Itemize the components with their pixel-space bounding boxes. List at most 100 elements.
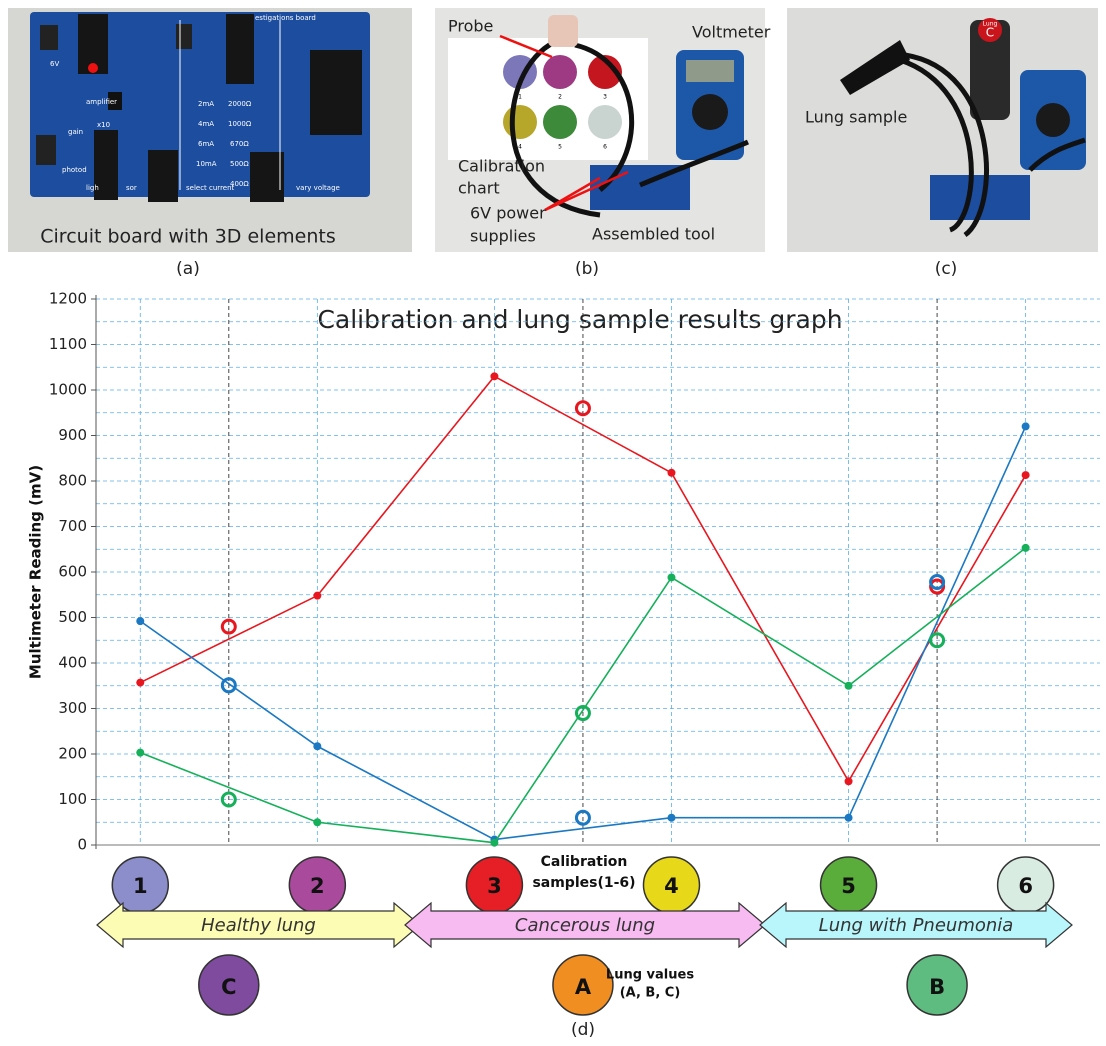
swatch-number: 2 bbox=[558, 94, 562, 101]
voltmeter-screen bbox=[686, 60, 734, 82]
board-label: ligh bbox=[86, 184, 99, 192]
voltmeter-dial bbox=[692, 94, 728, 130]
region-label: Lung with Pneumonia bbox=[819, 915, 1014, 936]
sample-number: 3 bbox=[487, 874, 502, 898]
board-label: 10mA bbox=[196, 160, 217, 168]
lung-letter: A bbox=[575, 975, 592, 999]
label: Probe bbox=[448, 17, 493, 36]
board-label: 6V bbox=[50, 60, 59, 68]
data-point bbox=[136, 617, 144, 625]
data-point bbox=[1022, 471, 1030, 479]
data-point bbox=[1022, 544, 1030, 552]
label: Lung sample bbox=[805, 108, 907, 127]
data-point bbox=[1022, 422, 1030, 430]
data-point bbox=[136, 749, 144, 757]
y-tick-label: 500 bbox=[58, 608, 87, 626]
panel-caption: (a) bbox=[176, 259, 200, 279]
component bbox=[226, 14, 254, 84]
swatch bbox=[503, 105, 537, 139]
data-point bbox=[313, 818, 321, 826]
panel-caption: (c) bbox=[935, 259, 958, 279]
y-axis-label: Multimeter Reading (mV) bbox=[27, 465, 45, 679]
board-label: photod bbox=[62, 166, 87, 174]
board-label: x10 bbox=[97, 121, 110, 129]
sample-number: 1 bbox=[133, 874, 148, 898]
led bbox=[88, 63, 98, 73]
lung-values-label: (A, B, C) bbox=[620, 986, 681, 1001]
figure: estigations board 6V amplifier gain x10 … bbox=[0, 0, 1106, 1046]
board-label: amplifier bbox=[86, 98, 117, 106]
label: 6V power bbox=[470, 204, 546, 223]
label: Voltmeter bbox=[692, 23, 771, 42]
label: supplies bbox=[470, 227, 536, 246]
y-tick-label: 1200 bbox=[49, 290, 87, 308]
swatch-number: 1 bbox=[518, 94, 522, 101]
component bbox=[310, 50, 362, 135]
sample-number: 2 bbox=[310, 874, 325, 898]
y-tick-label: 600 bbox=[58, 563, 87, 581]
component bbox=[36, 135, 56, 165]
swatch-number: 5 bbox=[558, 144, 562, 151]
board-label: 500Ω bbox=[230, 160, 249, 168]
board-label: 6mA bbox=[198, 140, 214, 148]
board-label: 1000Ω bbox=[228, 120, 252, 128]
y-tick-label: 400 bbox=[58, 654, 87, 672]
y-tick-label: 0 bbox=[77, 836, 87, 854]
lung-values-label: Lung values bbox=[606, 968, 694, 983]
swatch-number: 4 bbox=[518, 144, 522, 151]
board-label: select current bbox=[186, 184, 235, 192]
data-point bbox=[845, 814, 853, 822]
component bbox=[250, 152, 284, 202]
photo-title: Circuit board with 3D elements bbox=[40, 226, 335, 248]
region-label: Cancerous lung bbox=[515, 915, 655, 936]
calibration-label: Calibration bbox=[541, 854, 628, 870]
panel-caption: (d) bbox=[571, 1020, 595, 1040]
data-point bbox=[845, 777, 853, 785]
sample-number: 5 bbox=[841, 874, 856, 898]
data-point bbox=[490, 839, 498, 847]
y-tick-label: 300 bbox=[58, 699, 87, 717]
lung-letter: C bbox=[221, 975, 236, 999]
swatch bbox=[543, 105, 577, 139]
component bbox=[40, 25, 58, 50]
component bbox=[148, 150, 178, 202]
data-point bbox=[845, 682, 853, 690]
label: chart bbox=[458, 179, 500, 198]
data-point bbox=[667, 469, 675, 477]
y-tick-label: 800 bbox=[58, 472, 87, 490]
board-label: 2000Ω bbox=[228, 100, 252, 108]
swatch bbox=[588, 105, 622, 139]
board-label: 670Ω bbox=[230, 140, 249, 148]
y-tick-label: 1100 bbox=[49, 335, 87, 353]
board-label: estigations board bbox=[255, 14, 316, 22]
tube-letter: C bbox=[986, 26, 994, 40]
data-point bbox=[667, 814, 675, 822]
board-label: gain bbox=[68, 128, 83, 136]
data-point bbox=[313, 592, 321, 600]
sample-number: 4 bbox=[664, 874, 679, 898]
label: Assembled tool bbox=[592, 225, 715, 244]
y-tick-label: 900 bbox=[58, 426, 87, 444]
sample-number: 6 bbox=[1018, 874, 1033, 898]
panel-caption: (b) bbox=[575, 259, 599, 279]
lung-letter: B bbox=[929, 975, 945, 999]
board-label: vary voltage bbox=[296, 184, 340, 192]
y-tick-label: 200 bbox=[58, 745, 87, 763]
component bbox=[176, 24, 192, 49]
y-tick-label: 1000 bbox=[49, 381, 87, 399]
voltmeter-dial bbox=[1036, 103, 1070, 137]
chart-title: Calibration and lung sample results grap… bbox=[317, 305, 842, 334]
data-point bbox=[313, 742, 321, 750]
data-point bbox=[667, 573, 675, 581]
data-point bbox=[490, 372, 498, 380]
swatch-number: 3 bbox=[603, 94, 607, 101]
board-label: sor bbox=[126, 184, 137, 192]
data-point bbox=[136, 679, 144, 687]
y-tick-label: 700 bbox=[58, 517, 87, 535]
board-label: 2mA bbox=[198, 100, 214, 108]
region-label: Healthy lung bbox=[201, 915, 316, 936]
swatch bbox=[543, 55, 577, 89]
board-label: 4mA bbox=[198, 120, 214, 128]
y-tick-label: 100 bbox=[58, 790, 87, 808]
board-label: 400Ω bbox=[230, 180, 249, 188]
